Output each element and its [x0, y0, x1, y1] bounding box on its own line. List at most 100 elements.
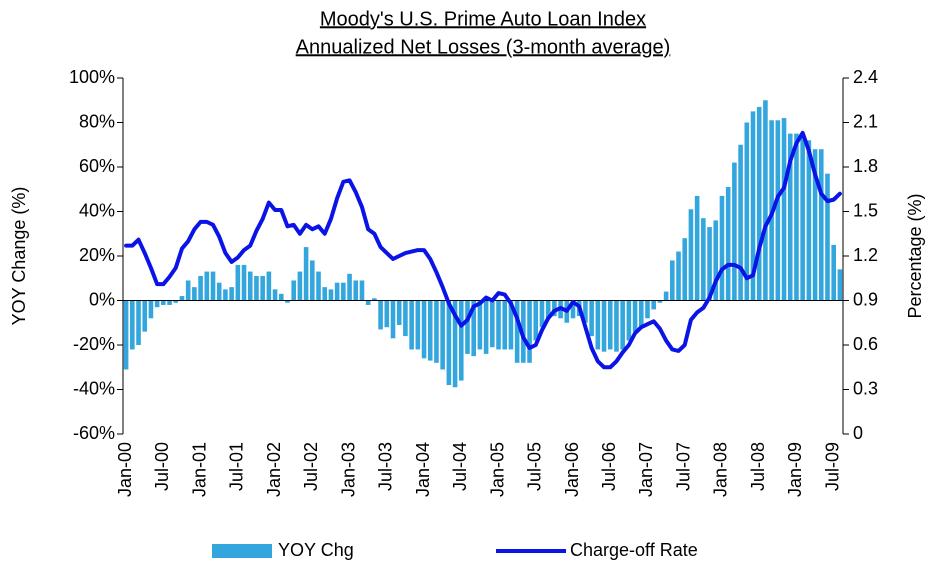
bar: [154, 300, 160, 308]
bar: [235, 264, 241, 301]
bar: [732, 162, 737, 301]
y2-tick-label: 2.4: [853, 67, 878, 87]
bar: [601, 300, 607, 352]
bar: [744, 122, 750, 301]
bar: [583, 300, 588, 323]
x-tick-label: Jan-02: [264, 442, 284, 497]
bar: [347, 273, 352, 301]
bar: [353, 280, 359, 301]
line: [124, 130, 842, 370]
y-tick-label: 0%: [89, 289, 115, 309]
y2-tick-label: 2.1: [853, 111, 878, 131]
bar: [477, 300, 483, 350]
bar: [638, 300, 644, 328]
bar: [837, 269, 843, 301]
bar: [787, 133, 793, 301]
x-tick-label: Jul-00: [152, 442, 172, 491]
bar: [738, 144, 743, 301]
bar: [123, 300, 129, 370]
bar: [341, 282, 346, 301]
x-tick-label: Jul-06: [599, 442, 619, 491]
bar: [763, 100, 768, 301]
bar: [781, 118, 787, 301]
bar: [676, 251, 681, 301]
bar: [310, 260, 315, 301]
y2-tick-label: 0.9: [853, 289, 878, 309]
bar: [545, 300, 551, 319]
bar: [272, 289, 278, 301]
bar: [825, 173, 830, 301]
y-tick-label: 40%: [79, 200, 115, 220]
y-tick-label: -20%: [73, 334, 115, 354]
bar: [390, 300, 396, 339]
y2-tick-label: 0.3: [853, 378, 878, 398]
bar: [328, 289, 334, 301]
bar: [303, 247, 309, 301]
bar: [750, 111, 756, 301]
bar: [607, 300, 613, 350]
x-tick-label: Jul-01: [227, 442, 247, 491]
bar: [483, 300, 489, 354]
bar: [179, 296, 185, 301]
legend-swatch: [212, 544, 272, 558]
y-tick-label: 80%: [79, 111, 115, 131]
bar: [130, 300, 135, 350]
bar: [334, 282, 340, 301]
bar: [452, 300, 458, 388]
bar: [167, 300, 172, 305]
bar: [831, 244, 836, 301]
bar: [216, 282, 222, 301]
bar: [198, 276, 203, 301]
bar: [725, 187, 731, 301]
bar: [396, 300, 402, 325]
bar: [278, 293, 284, 301]
bar: [806, 140, 812, 301]
y-tick-label: -60%: [73, 423, 115, 443]
bar: [285, 300, 290, 303]
bar: [620, 300, 625, 350]
bar: [247, 271, 253, 301]
bar: [688, 209, 694, 301]
bar: [322, 287, 328, 301]
bar: [775, 120, 781, 301]
bar: [614, 300, 619, 352]
bar: [403, 300, 408, 337]
bar: [372, 298, 377, 301]
bar: [316, 271, 321, 301]
bar: [670, 260, 675, 301]
bar: [514, 300, 520, 363]
x-tick-label: Jan-09: [785, 442, 805, 497]
x-tick-label: Jul-08: [748, 442, 768, 491]
x-tick-label: Jul-09: [822, 442, 842, 491]
x-tick-label: Jul-02: [301, 442, 321, 491]
y2-tick-label: 1.5: [853, 200, 878, 220]
bar: [496, 300, 501, 350]
bar: [173, 300, 179, 303]
bar: [204, 271, 210, 301]
x-tick-label: Jan-08: [711, 442, 731, 497]
bar: [427, 300, 433, 361]
bar: [645, 300, 650, 319]
bar: [682, 238, 688, 301]
bar: [359, 280, 365, 301]
bar: [533, 300, 539, 341]
x-tick-label: Jan-01: [189, 442, 209, 497]
y-tick-label: -40%: [73, 378, 115, 398]
y-tick-label: 60%: [79, 156, 115, 176]
bar: [465, 300, 470, 354]
bar: [297, 271, 303, 301]
y2-tick-label: 0.6: [853, 334, 878, 354]
x-tick-label: Jan-04: [413, 442, 433, 497]
bar: [552, 300, 557, 317]
bar: [142, 300, 148, 332]
bar: [707, 227, 712, 301]
bar: [192, 287, 197, 301]
bar: [384, 300, 390, 328]
y-axis-label: YOY Change (%): [9, 187, 29, 326]
bar: [148, 300, 154, 319]
bar: [800, 133, 805, 301]
bar: [136, 300, 141, 345]
bar: [260, 276, 265, 301]
bar: [595, 300, 601, 350]
